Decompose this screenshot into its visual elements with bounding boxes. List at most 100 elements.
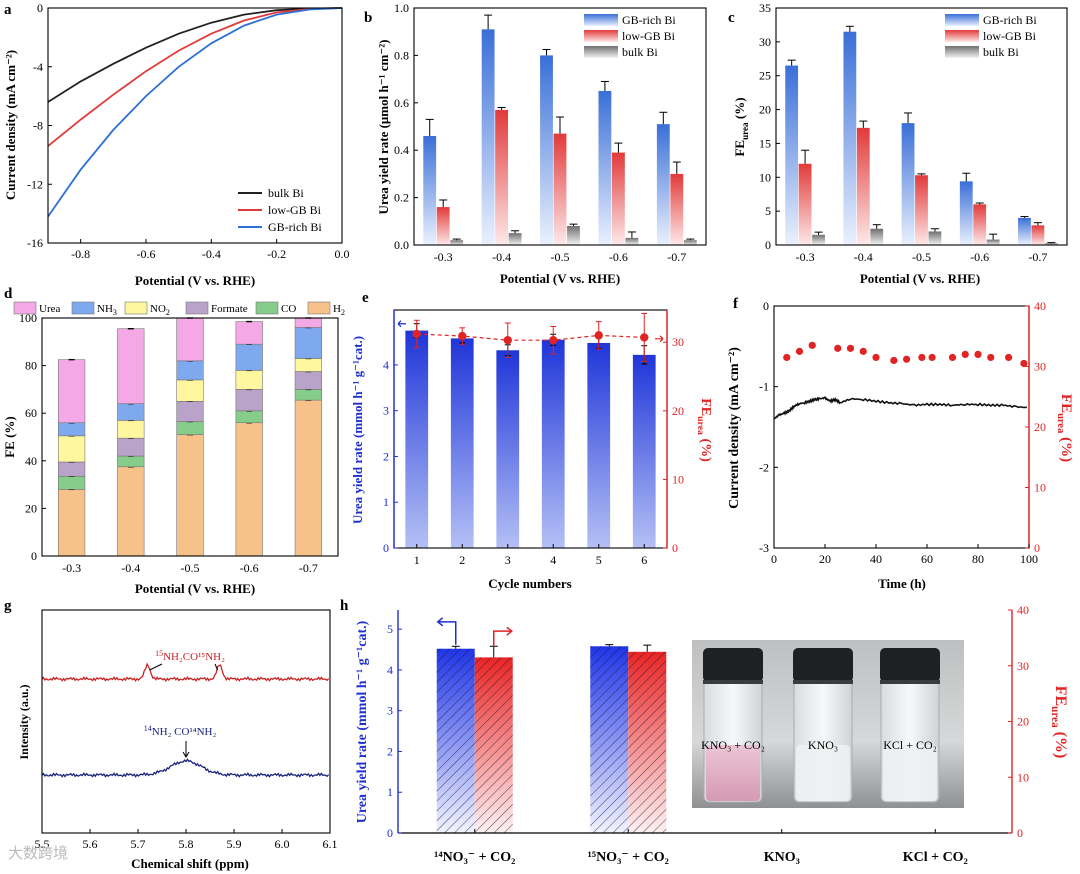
x-axis-label: Chemical shift (ppm) [131, 856, 249, 871]
panel-label-g: g [4, 598, 12, 614]
y-tick-label: 60 [25, 406, 37, 420]
stack-segment-CO [117, 455, 145, 468]
legend-label: low-GB Bi [983, 29, 1037, 43]
stack-segment-Formate [294, 371, 323, 390]
bar-yield [405, 330, 429, 548]
y-tick-label: 4 [383, 358, 389, 372]
legend-label: NO2 [150, 303, 170, 317]
y-tick-label: 0.6 [394, 96, 409, 110]
stack-segment-NH3 [235, 343, 263, 371]
legend-swatch [584, 14, 618, 26]
x-tick-label: -0.4 [492, 250, 511, 264]
label-main: FE [1052, 686, 1069, 706]
spectrum-14N [41, 758, 330, 778]
label-sub: urea [1049, 706, 1061, 728]
panel-d: -0.3 -0.4 -0.5 -0.6 -0.7 0 20 40 60 80 100 FE (%) Po… [2, 286, 345, 596]
x-tick-label: 5.9 [227, 837, 242, 851]
plot-frame [41, 317, 339, 557]
legend: GB-rich Bi low-GB Bi bulk Bi [945, 13, 1037, 59]
y-tick-label: 0.0 [394, 238, 409, 252]
legend-swatch [945, 46, 979, 58]
x-tick-label: -0.5 [912, 250, 931, 264]
vial-liquid-clear [796, 745, 850, 801]
legend-label-main: CO [281, 303, 296, 315]
bar-GB-rich-Bi [656, 124, 670, 245]
bar-yield [541, 339, 565, 548]
x-tick-label: 6.0 [275, 837, 290, 851]
peak-label-15N: 15NH₂CO¹⁵NH₂ [155, 649, 225, 663]
bar-bulk-Bi [986, 239, 1000, 245]
stack-segment-NO2 [235, 370, 263, 390]
fe-point [1005, 353, 1013, 362]
legend-swatch [584, 30, 618, 42]
legend-swatch [307, 301, 331, 315]
panel-c: -0.3 -0.4 -0.5 -0.6 -0.7 0 5 10 15 20 25 30 35 GB-ric… [728, 1, 1068, 286]
panel-g: 5.5 5.6 5.7 5.8 5.9 6.0 6.1 Intensity (a.u.) Che… [4, 598, 338, 871]
x-tick-label: 20 [819, 552, 831, 566]
panel-h: KNO₃ + CO₂ KNO₃ KCl + CO₂ ¹⁴NO₃⁻ + CO₂ ¹⁵NO₃… [340, 598, 1069, 865]
plot-frame [41, 609, 331, 834]
stack-segment-NO2 [294, 358, 323, 372]
y-tick-label: 4 [387, 663, 393, 677]
stack-segment-Urea [117, 328, 145, 404]
x-tick-label: -0.7 [667, 250, 686, 264]
y-tick-label: -3 [759, 541, 769, 555]
legend: bulk Bi low-GB Bi GB-rich Bi [238, 186, 322, 234]
vial-label: KNO₃ + CO₂ [701, 738, 765, 752]
bar-GB-rich-Bi [423, 135, 437, 245]
panel-label-a: a [4, 2, 12, 18]
y2-tick-label: 10 [672, 472, 684, 486]
y-tick-label: 5 [387, 622, 393, 636]
x-tick-label: -0.6 [240, 561, 259, 575]
bar-yield [632, 354, 656, 548]
y-axis-label: Intensity (a.u.) [17, 684, 31, 759]
y2-tick-label: 30 [1034, 360, 1046, 374]
y2-tick-label: 40 [1034, 299, 1046, 313]
isotope-sup: 14 [144, 724, 152, 733]
stack-segment-H2 [235, 422, 263, 557]
legend-swatch [13, 301, 37, 315]
bar-fe-hatch [628, 651, 667, 833]
x-tick-label: 5.6 [83, 837, 98, 851]
y-tick-label: 40 [25, 454, 37, 468]
panel-e: 1 2 3 4 5 6 0 1 2 3 4 0 10 20 30 Urea yield rate (mmol … [350, 290, 713, 591]
y-axis-label: Current density (mA cm⁻²) [727, 347, 742, 509]
stack-segment-NO2 [57, 435, 86, 463]
y-tick-label: 0.2 [394, 191, 409, 205]
bar-bulk-Bi [928, 231, 942, 245]
legend-swatch [945, 14, 979, 26]
legend-label-main: NH [97, 303, 113, 315]
fe-point [594, 331, 603, 340]
label-sub: urea [1055, 413, 1066, 434]
arrow-left-icon [397, 320, 406, 328]
bar-yield [496, 350, 520, 548]
y2-tick-label: 10 [1034, 481, 1046, 495]
x-tick-label: ¹⁵NO₃⁻ + CO₂ [588, 850, 669, 865]
panel-a: 0 -4 -8 -12 -16 -0.8 -0.6 -0.4 -0.2 0.0 Current de… [3, 1, 350, 288]
stack-segment-NH3 [176, 360, 204, 381]
y-tick-label: 100 [19, 311, 37, 325]
y-tick-label: -1 [759, 380, 769, 394]
panel-label-d: d [4, 286, 13, 302]
stack-segment-Formate [57, 461, 86, 477]
y-tick-label: 30 [759, 35, 771, 49]
plot-frame [413, 7, 707, 246]
vial-label: KNO₃ [808, 738, 838, 752]
x-tick-label: -0.5 [551, 250, 570, 264]
bar-GB-rich-Bi [843, 31, 857, 246]
y-tick-label: 3 [383, 404, 389, 418]
panel-label-h: h [340, 598, 349, 614]
x-tick-label: -0.6 [137, 247, 156, 261]
label-main: FE [1058, 394, 1074, 413]
bar-low-GB-Bi [553, 133, 567, 245]
x-tick-label: 0.0 [335, 247, 350, 261]
vial-liquid-pink [706, 745, 760, 801]
x-tick-label: 3 [505, 553, 511, 567]
panel-label-c: c [728, 10, 735, 26]
x-tick-label: 5.5 [35, 837, 50, 851]
x-tick-label: 100 [1020, 552, 1038, 566]
bar-bulk-Bi [683, 240, 697, 245]
fe-point [987, 353, 995, 362]
x-axis-label: Potential (V vs. RHE) [860, 271, 980, 286]
